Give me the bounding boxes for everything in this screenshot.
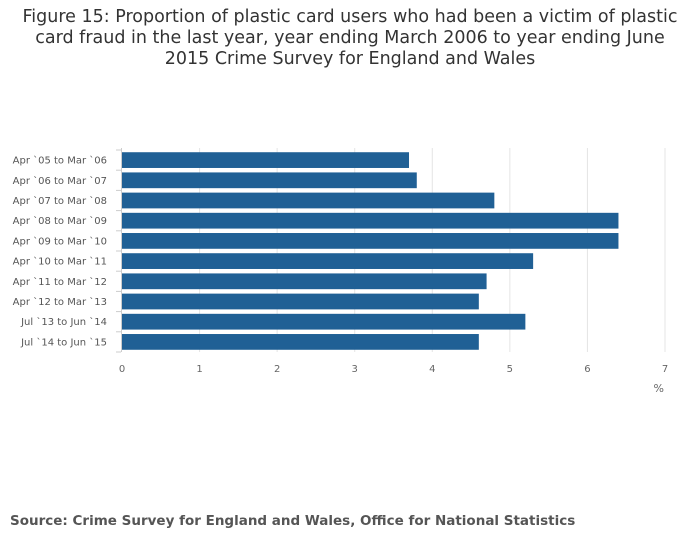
bar xyxy=(122,273,487,290)
x-tick-label: 3 xyxy=(352,364,358,375)
category-label: Apr `08 to Mar `09 xyxy=(13,215,107,227)
bars xyxy=(122,152,619,350)
bar xyxy=(122,233,619,249)
bar xyxy=(122,192,495,209)
category-label: Apr `07 to Mar `08 xyxy=(13,195,107,207)
category-label: Jul `14 to Jun `15 xyxy=(20,336,107,348)
category-label: Apr `06 to Mar `07 xyxy=(13,175,107,187)
x-tick-label: 6 xyxy=(584,364,590,375)
bar xyxy=(122,152,410,168)
bar xyxy=(122,334,479,350)
category-label: Apr `05 to Mar `06 xyxy=(13,155,107,167)
category-label: Apr `12 to Mar `13 xyxy=(13,296,107,308)
x-tick-label: 5 xyxy=(507,364,513,375)
bar xyxy=(122,172,417,189)
bar xyxy=(122,212,619,229)
bar xyxy=(122,313,526,330)
bar xyxy=(122,293,479,310)
labels: 0 1 2 3 4 5 6 7 Apr `05 to Mar `06 Apr `06 to Mar… xyxy=(13,155,669,395)
category-label: Apr `11 to Mar `12 xyxy=(13,276,107,288)
category-label: Apr `09 to Mar `10 xyxy=(13,235,107,247)
x-tick-label: 2 xyxy=(274,364,280,375)
x-axis-label: % xyxy=(654,382,664,395)
chart-title: Figure 15: Proportion of plastic card us… xyxy=(22,7,678,69)
x-tick-label: 1 xyxy=(196,364,202,375)
bar xyxy=(122,253,534,269)
source-note: Source: Crime Survey for England and Wal… xyxy=(10,513,576,529)
x-tick-label: 7 xyxy=(662,364,668,375)
axes xyxy=(116,148,122,353)
category-label: Jul `13 to Jun `14 xyxy=(20,316,107,328)
x-tick-label: 4 xyxy=(429,364,435,375)
category-label: Apr `10 to Mar `11 xyxy=(13,256,107,268)
x-tick-label: 0 xyxy=(119,364,125,375)
